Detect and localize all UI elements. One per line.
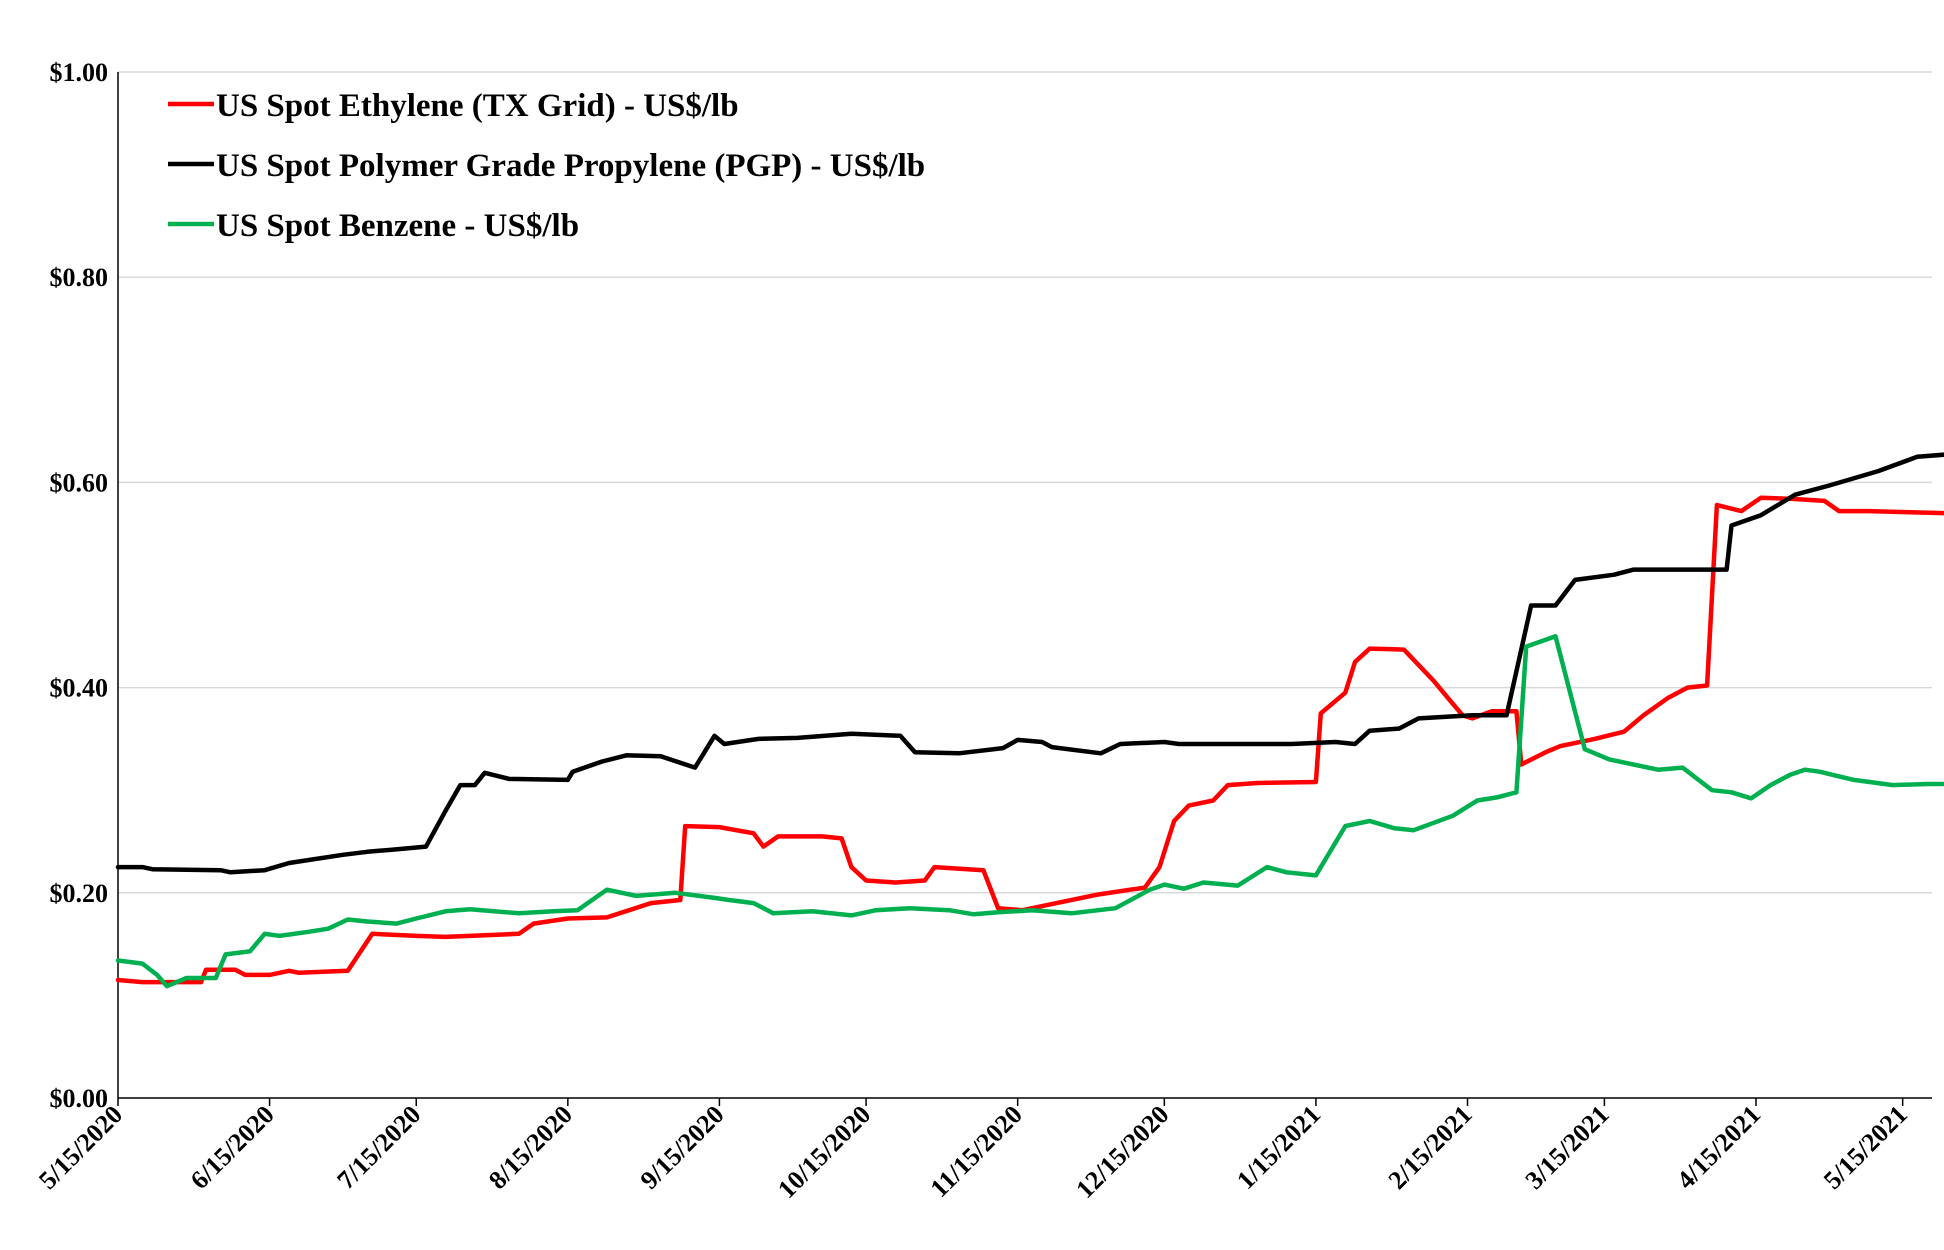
x-tick-label: 2/15/2021 bbox=[1383, 1100, 1478, 1195]
y-tick-label: $0.60 bbox=[50, 468, 109, 497]
legend-label: US Spot Ethylene (TX Grid) - US$/lb bbox=[216, 88, 739, 124]
x-tick-label: 5/15/2020 bbox=[33, 1100, 128, 1195]
x-tick-label: 3/15/2021 bbox=[1520, 1100, 1615, 1195]
x-tick-label: 4/15/2021 bbox=[1671, 1100, 1766, 1195]
y-tick-label: $0.20 bbox=[50, 879, 109, 908]
series-line-3 bbox=[115, 634, 1944, 989]
y-tick-label: $0.80 bbox=[50, 263, 109, 292]
y-tick-label: $1.00 bbox=[50, 58, 109, 87]
x-tick-label: 1/15/2021 bbox=[1231, 1100, 1326, 1195]
y-tick-label: $0.00 bbox=[50, 1084, 109, 1113]
x-tick-label: 8/15/2020 bbox=[483, 1100, 578, 1195]
x-tick-label: 10/15/2020 bbox=[772, 1100, 876, 1204]
series-lines bbox=[115, 452, 1944, 989]
x-tick-label: 5/15/2021 bbox=[1818, 1100, 1913, 1195]
y-tick-label: $0.40 bbox=[50, 674, 109, 703]
x-tick-label: 12/15/2020 bbox=[1070, 1100, 1174, 1204]
series-line-2 bbox=[115, 452, 1944, 875]
legend-label: US Spot Polymer Grade Propylene (PGP) - … bbox=[216, 148, 925, 184]
gridlines bbox=[118, 71, 1932, 894]
x-tick-label: 7/15/2020 bbox=[331, 1100, 426, 1195]
series-line-1 bbox=[115, 495, 1944, 985]
x-tick-label: 6/15/2020 bbox=[185, 1100, 280, 1195]
legend-label: US Spot Benzene - US$/lb bbox=[216, 208, 579, 244]
x-tick-label: 9/15/2020 bbox=[635, 1100, 730, 1195]
legend: US Spot Ethylene (TX Grid) - US$/lb US Sp… bbox=[168, 88, 925, 244]
x-tick-label: 11/15/2020 bbox=[925, 1100, 1028, 1203]
